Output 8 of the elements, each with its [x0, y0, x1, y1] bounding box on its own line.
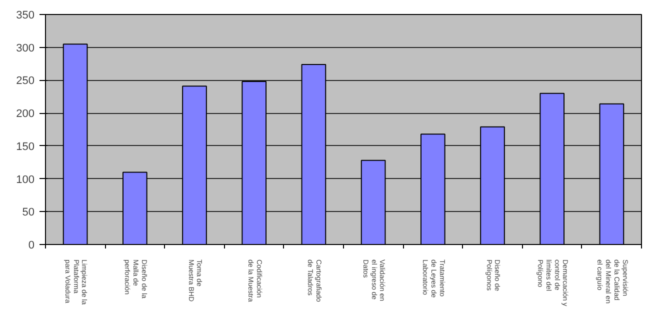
y-tick-label: 150 [16, 140, 35, 153]
y-tick-label: 350 [16, 10, 35, 22]
y-tick-label: 300 [16, 42, 35, 54]
y-tick-label: 100 [16, 174, 35, 186]
y-tick-label: 250 [16, 75, 35, 88]
y-tick-label: 50 [22, 206, 35, 219]
y-tick-label: 200 [16, 108, 35, 120]
y-tick-label: 0 [28, 240, 35, 252]
